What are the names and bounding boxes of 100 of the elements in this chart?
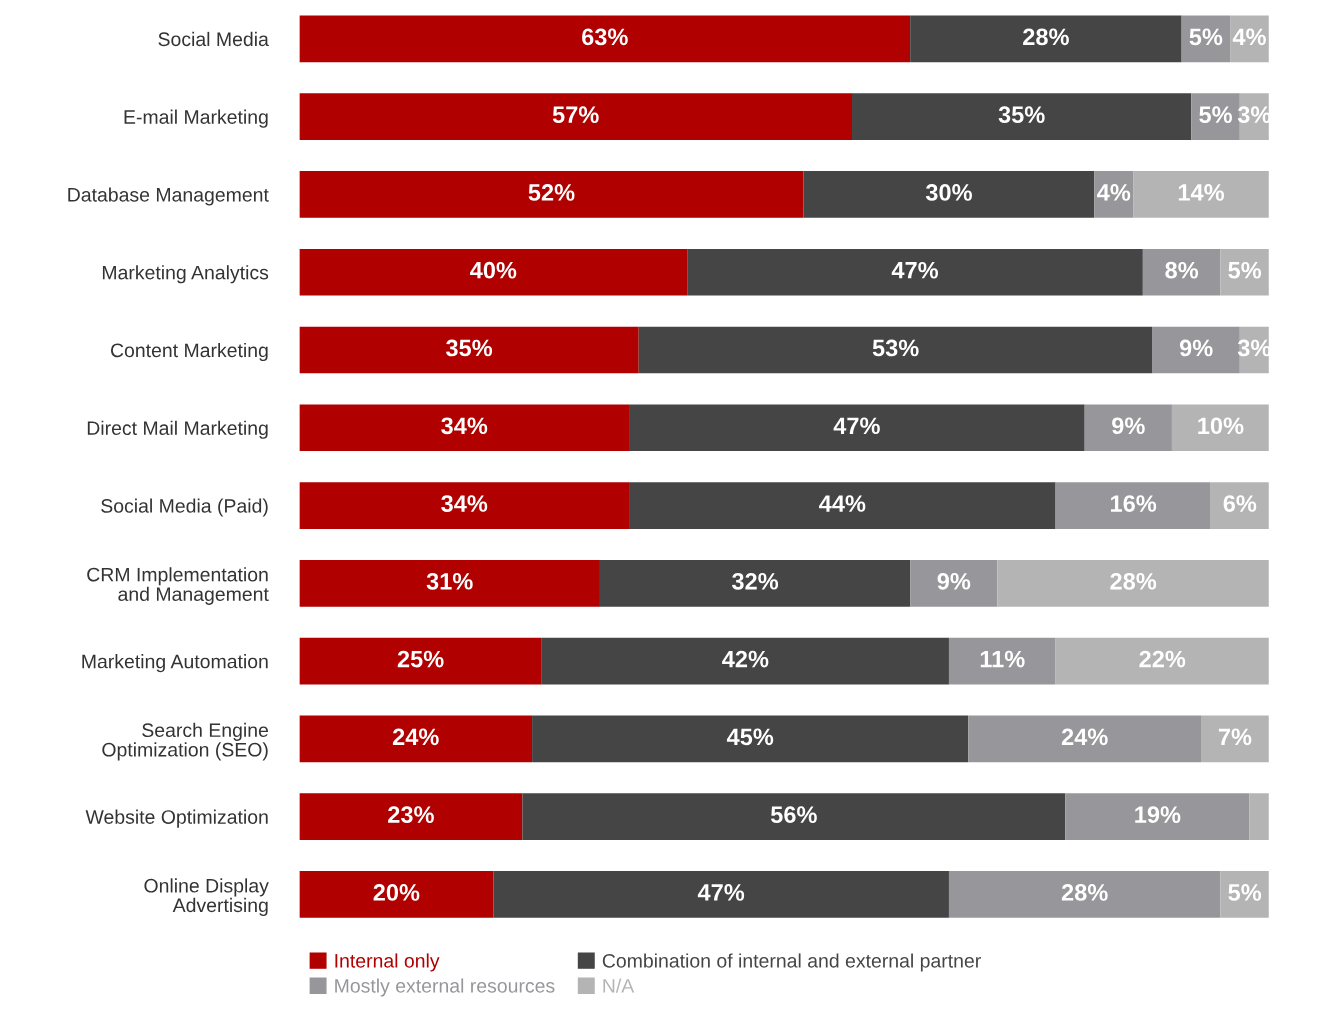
- bar: [910, 15, 1182, 63]
- bar: [299, 793, 523, 840]
- data-label: 45%: [726, 728, 774, 746]
- data-label: 23%: [388, 806, 434, 824]
- data-label: 20%: [373, 884, 420, 901]
- data-label: 16%: [1111, 495, 1157, 512]
- data-label: 5%: [1228, 884, 1262, 901]
- legend-label: Mostly external resources: [335, 978, 555, 997]
- data-label: 19%: [1135, 806, 1181, 823]
- data-label: 8%: [1165, 261, 1199, 279]
- bar: [541, 637, 949, 685]
- data-label: 22%: [1139, 650, 1186, 668]
- y-tick-label: Content Marketing: [110, 342, 268, 362]
- y-tick-label: Social Media: [158, 31, 269, 47]
- y-tick-label: Direct Mail Marketing: [87, 420, 268, 439]
- data-label: 5%: [1199, 106, 1232, 123]
- bar: [299, 560, 600, 607]
- data-label: 9%: [1112, 417, 1145, 435]
- data-label: 4%: [1232, 28, 1266, 46]
- data-label: 63%: [582, 28, 628, 46]
- bar: [299, 637, 542, 685]
- bar: [599, 560, 911, 607]
- bar: [638, 326, 1153, 374]
- data-label: 28%: [1110, 572, 1157, 590]
- data-label: 40%: [470, 261, 517, 279]
- bar: [1133, 171, 1269, 218]
- data-label: 5%: [1189, 28, 1223, 46]
- data-label: 47%: [891, 261, 939, 279]
- data-label: 52%: [528, 184, 575, 201]
- y-tick-label: Marketing Analytics: [102, 265, 269, 284]
- y-tick-label: Social Media (Paid): [101, 498, 268, 517]
- bar: [803, 171, 1095, 218]
- data-label: 34%: [441, 417, 488, 435]
- bar: [1201, 715, 1269, 763]
- data-label: 14%: [1178, 184, 1225, 201]
- y-tick-label: Website Optimization: [85, 809, 268, 828]
- data-label: 28%: [1023, 28, 1069, 46]
- bar: [299, 248, 688, 296]
- data-label: 24%: [1061, 728, 1108, 746]
- bar: [1055, 482, 1211, 529]
- bar: [299, 93, 853, 140]
- bar: [1065, 793, 1250, 840]
- data-label: 28%: [1061, 884, 1108, 901]
- legend-label: Combination of internal and external partner: [602, 953, 981, 972]
- bar: [522, 793, 1066, 840]
- y-tick-label: Online Display Advertising: [144, 878, 269, 916]
- data-label: 5%: [1228, 261, 1262, 279]
- bar: [299, 15, 911, 63]
- bar: [948, 871, 1221, 918]
- bar: [299, 404, 630, 452]
- bar: [1142, 248, 1221, 296]
- data-label: 9%: [1179, 339, 1213, 357]
- bar: [493, 871, 949, 918]
- bar: [532, 715, 969, 763]
- data-label: 4%: [1097, 184, 1131, 201]
- bar: [687, 248, 1143, 296]
- data-label: 53%: [872, 339, 919, 357]
- data-label: 35%: [998, 106, 1045, 124]
- data-label: 34%: [441, 495, 488, 512]
- data-label: 47%: [833, 417, 880, 435]
- data-label: 44%: [819, 495, 866, 512]
- bar: [629, 482, 1056, 529]
- bar: [997, 560, 1269, 607]
- bar: [629, 404, 1085, 452]
- data-label: 32%: [731, 572, 779, 590]
- data-label: 6%: [1223, 495, 1257, 512]
- bar: [299, 482, 630, 529]
- y-tick-label: CRM Implementation and Management: [87, 567, 269, 605]
- bar: [1152, 326, 1240, 374]
- bar: [968, 715, 1202, 763]
- data-label: 7%: [1218, 728, 1252, 746]
- data-label: 25%: [397, 650, 444, 668]
- data-label: 3%: [1237, 339, 1271, 357]
- y-tick-label: Database Management: [68, 187, 269, 206]
- data-label: 57%: [552, 106, 599, 123]
- bar: [1055, 637, 1269, 685]
- bar: [299, 326, 639, 374]
- bar: [852, 93, 1192, 140]
- data-label: 11%: [980, 650, 1025, 668]
- y-tick-label: Search Engine Optimization (SEO): [102, 722, 268, 761]
- bar: [1249, 793, 1269, 840]
- legend-label: N/A: [603, 978, 635, 993]
- data-label: 24%: [392, 728, 439, 746]
- bar: [299, 171, 804, 218]
- bar: [1191, 93, 1240, 140]
- bar: [910, 560, 998, 607]
- bar: [1171, 404, 1269, 452]
- y-tick-label: Marketing Automation: [82, 654, 268, 673]
- bar: [948, 637, 1056, 685]
- data-label: 3%: [1237, 106, 1271, 124]
- data-label: 31%: [426, 572, 473, 590]
- data-label: 42%: [722, 650, 769, 668]
- y-tick-label: E-mail Marketing: [124, 109, 268, 128]
- data-label: 30%: [925, 184, 972, 201]
- bar: [299, 715, 533, 763]
- data-label: 9%: [937, 572, 971, 590]
- legend-label: Internal only: [335, 953, 440, 972]
- bar: [1084, 404, 1172, 452]
- bar: [299, 871, 494, 918]
- data-label: 47%: [697, 884, 745, 901]
